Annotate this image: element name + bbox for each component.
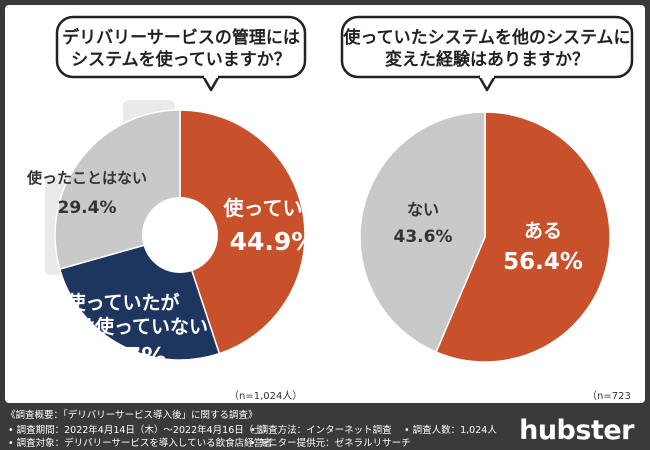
chart2-label-0: ある xyxy=(524,220,562,242)
chart2-title-bubble-line: 変えた経験はありますか？ xyxy=(385,49,589,70)
survey-provider: • モニター提供元：ゼネラルリサーチ xyxy=(250,438,411,449)
chart1-label-1: 現在は使っていない xyxy=(38,315,208,338)
chart2-slice-0 xyxy=(435,111,611,363)
survey-period: • 調査期間：2022年4月14日（木）〜2022年4月16日（土） xyxy=(8,425,273,436)
survey-target: • 調査対象：デリバリーサービスを導入している飲食店経営者 xyxy=(8,438,273,449)
chart1-label-2: 使ったことはない xyxy=(26,169,147,187)
chart1-value-0: 44.9% xyxy=(230,227,317,256)
survey-heading: 《調査概要：「デリバリーサービス導入後」に関する調査》 xyxy=(6,410,258,421)
chart2-title-bubble-line: 使っていたシステムを他のシステムに xyxy=(342,27,630,48)
survey-footer: 《調査概要：「デリバリーサービス導入後」に関する調査》 • 調査期間：2022年… xyxy=(0,403,650,450)
chart2-title-bubble-tail-mask xyxy=(480,74,494,78)
survey-method: • 調査方法：インターネット調査 xyxy=(250,425,392,436)
chart1-slice-0 xyxy=(179,109,306,355)
survey-count: • 調査人数：1,024人 xyxy=(404,425,497,436)
chart2-slice-1 xyxy=(359,111,486,354)
chart1-title-bubble-outline xyxy=(55,15,307,79)
chart1-donut-hole xyxy=(142,197,218,273)
chart1-value-2: 29.4% xyxy=(58,198,117,218)
chart1-value-1: 25.7% xyxy=(80,342,167,371)
chart2-pie: ある 56.4% ない 43.6% xyxy=(359,111,611,363)
chart1-title-bubble-line: システムを使っていますか？ xyxy=(71,49,291,70)
chart1-title-bubble-line: デリバリーサービスの管理には xyxy=(62,27,300,48)
chart2-title-bubble-tail xyxy=(477,75,497,92)
chart-panel: 使っている 44.9% 使っていたが 現在は使っていない 25.7% 使ったことはない 29… xyxy=(5,5,645,403)
chart1-sample-note: （n=1,024人） xyxy=(229,391,303,402)
chart1-title-bubble-tail-mask xyxy=(204,74,218,78)
chart2-label-1: ない xyxy=(407,200,439,219)
chart2-value-0: 56.4% xyxy=(503,249,583,275)
hubster-logo: hubster xyxy=(519,415,634,446)
chart1-label-0: 使っている xyxy=(223,196,323,220)
chart2-value-1: 43.6% xyxy=(394,227,453,247)
chart1-title-bubble-tail xyxy=(201,75,221,92)
chart2-sample-note: （n=723人） xyxy=(587,391,631,402)
chart1-label-1: 使っていたが xyxy=(65,291,179,314)
